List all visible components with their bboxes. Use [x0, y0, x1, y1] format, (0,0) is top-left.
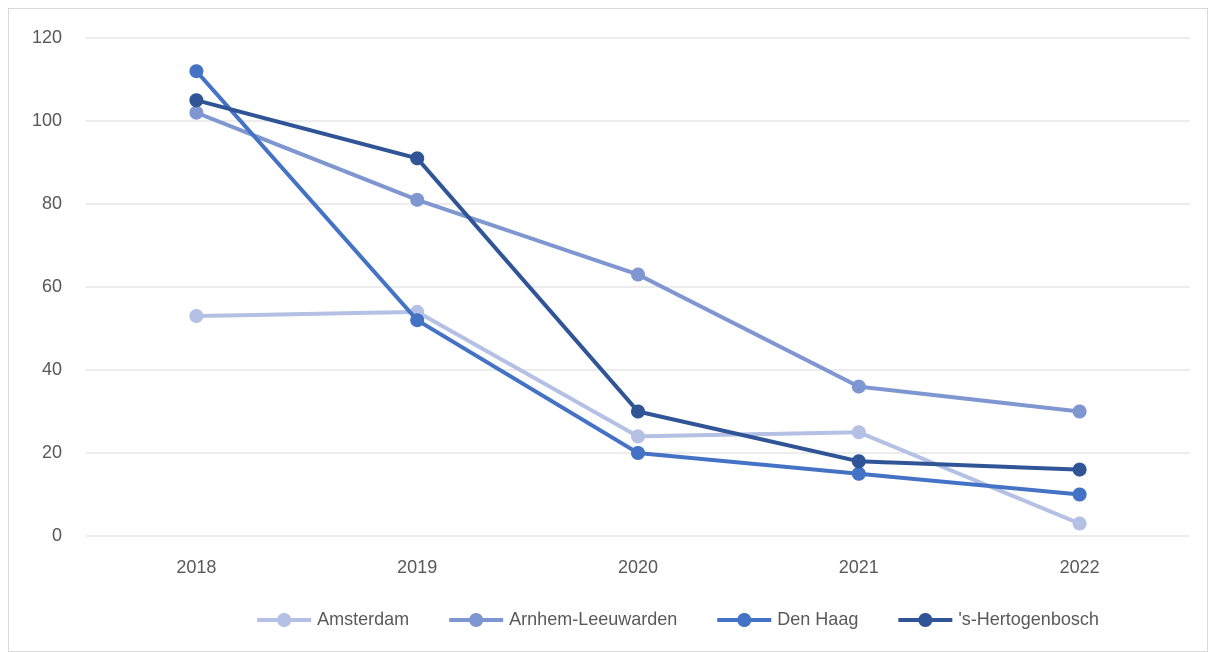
x-tick-label: 2021 [839, 557, 879, 577]
data-point [631, 429, 645, 444]
data-point [631, 404, 645, 419]
x-tick-label: 2019 [397, 557, 437, 577]
y-tick-label: 0 [52, 525, 62, 545]
x-tick-label: 2020 [618, 557, 658, 577]
data-point [851, 466, 866, 481]
data-point [1072, 516, 1087, 531]
data-point [631, 267, 645, 282]
y-tick-label: 60 [42, 276, 62, 296]
data-point [410, 313, 425, 328]
data-point [851, 425, 866, 440]
data-point [851, 379, 866, 394]
legend-label: Amsterdam [317, 609, 409, 629]
chart-border [8, 8, 1208, 652]
data-point [851, 454, 866, 469]
data-point [410, 192, 425, 207]
legend-label: Den Haag [777, 609, 858, 629]
data-point [1072, 462, 1087, 477]
legend-marker [469, 613, 484, 627]
data-point [189, 93, 204, 108]
x-tick-label: 2018 [176, 557, 216, 577]
legend-marker [277, 613, 292, 627]
y-tick-label: 40 [42, 359, 62, 379]
data-point [189, 105, 204, 120]
legend-label: 's-Hertogenbosch [958, 609, 1099, 629]
y-tick-label: 20 [42, 442, 62, 462]
legend-marker [918, 613, 933, 627]
legend-label: Arnhem-Leeuwarden [509, 609, 677, 629]
y-tick-label: 100 [32, 110, 62, 130]
y-tick-label: 80 [42, 193, 62, 213]
data-point [631, 446, 645, 460]
data-point [1072, 487, 1087, 502]
data-point [1072, 404, 1087, 419]
data-point [410, 151, 425, 166]
legend-marker [737, 613, 752, 627]
y-tick-label: 120 [32, 27, 62, 47]
x-tick-label: 2022 [1060, 557, 1100, 577]
data-point [189, 64, 204, 79]
data-point [189, 309, 204, 324]
